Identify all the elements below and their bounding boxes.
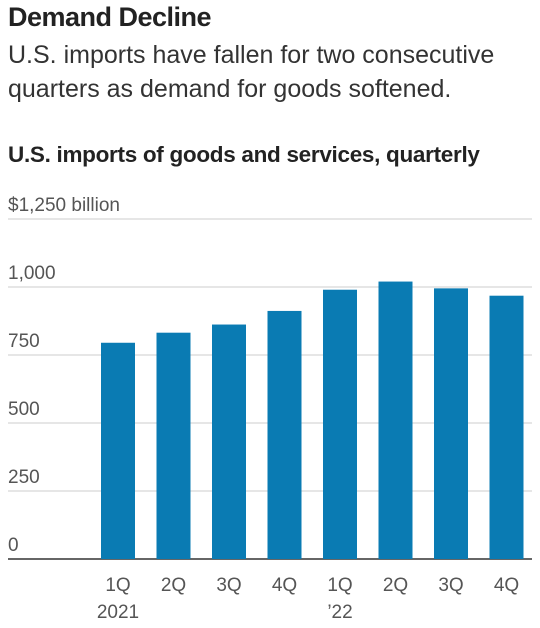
bar bbox=[101, 342, 135, 559]
x-tick-label: 3Q bbox=[216, 575, 241, 596]
y-tick-label: 1,000 bbox=[8, 263, 56, 284]
y-tick-label: 0 bbox=[8, 535, 19, 556]
x-tick-label: 2Q bbox=[383, 575, 408, 596]
x-year-label: ’22 bbox=[327, 602, 352, 623]
headline: Demand Decline bbox=[8, 2, 212, 32]
y-tick-label: 250 bbox=[8, 467, 40, 488]
x-year-label: 2021 bbox=[97, 602, 139, 623]
x-tick-label: 2Q bbox=[161, 575, 186, 596]
bar bbox=[434, 288, 468, 559]
bar bbox=[489, 295, 524, 559]
y-tick-label: 750 bbox=[8, 331, 40, 352]
x-tick-label: 1Q bbox=[327, 575, 352, 596]
chart-title: U.S. imports of goods and services, quar… bbox=[8, 142, 480, 167]
bar bbox=[323, 289, 357, 559]
x-tick-label: 4Q bbox=[272, 575, 297, 596]
bar bbox=[156, 332, 191, 559]
tick-labels: 0 250 500 750 1,000 $1,250 billion 1Q 2021 2Q 3Q 4… bbox=[8, 195, 519, 623]
x-tick-label: 1Q bbox=[105, 575, 130, 596]
bar bbox=[378, 281, 413, 559]
y-tick-label: $1,250 billion bbox=[8, 195, 120, 216]
bar bbox=[212, 324, 246, 559]
x-tick-label: 4Q bbox=[494, 575, 519, 596]
y-tick-label: 500 bbox=[8, 399, 40, 420]
bars bbox=[101, 281, 524, 559]
x-tick-label: 3Q bbox=[438, 575, 463, 596]
bar bbox=[267, 310, 302, 559]
dek: U.S. imports have fallen for two consecu… bbox=[8, 41, 495, 103]
